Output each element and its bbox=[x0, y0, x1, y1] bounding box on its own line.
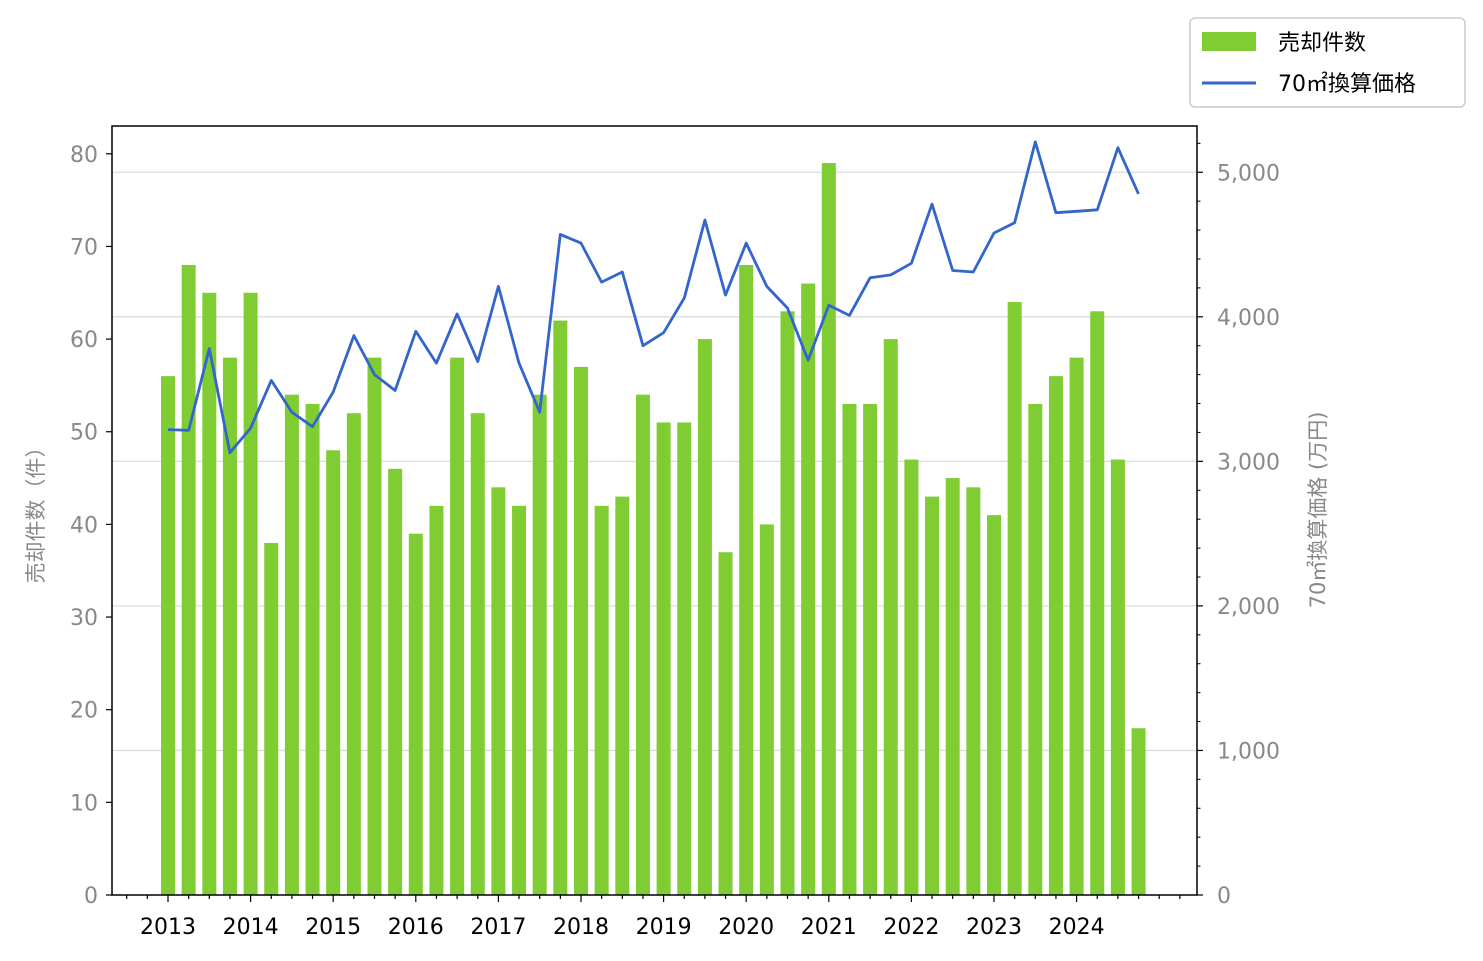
bar bbox=[1131, 728, 1146, 895]
y-left-axis-label: 売却件数（件） bbox=[24, 437, 48, 584]
bar bbox=[1110, 459, 1125, 895]
bar-series bbox=[161, 163, 1146, 896]
y-right-tick-label: 5,000 bbox=[1217, 161, 1280, 186]
bar bbox=[718, 552, 733, 895]
y-left-tick-label: 10 bbox=[70, 791, 98, 816]
bar bbox=[222, 357, 237, 896]
bar bbox=[945, 478, 960, 895]
bar bbox=[1090, 311, 1105, 895]
price-line bbox=[167, 140, 1140, 455]
x-tick-label: 2021 bbox=[801, 915, 857, 940]
y-right-tick-label: 0 bbox=[1217, 884, 1231, 909]
bar bbox=[429, 505, 444, 895]
y-left-tick-label: 60 bbox=[70, 328, 98, 353]
bar bbox=[1069, 357, 1084, 896]
bar bbox=[697, 339, 712, 895]
x-tick-label: 2018 bbox=[553, 915, 609, 940]
bar bbox=[470, 413, 485, 895]
bar bbox=[966, 487, 981, 895]
bar bbox=[181, 264, 196, 895]
line-series bbox=[167, 140, 1140, 455]
bar bbox=[346, 413, 361, 895]
bar bbox=[759, 524, 774, 895]
bar bbox=[635, 394, 650, 895]
bar bbox=[284, 394, 299, 895]
legend: 売却件数 70㎡換算価格 bbox=[1189, 17, 1466, 108]
y-right-tick-label: 3,000 bbox=[1217, 450, 1280, 475]
y-right-axis-label: 70㎡換算価格 (万円) bbox=[1306, 412, 1330, 609]
x-tick-label: 2017 bbox=[470, 915, 526, 940]
y-left-tick-label: 50 bbox=[70, 421, 98, 446]
x-tick-label: 2013 bbox=[140, 915, 196, 940]
bar bbox=[904, 459, 919, 895]
y-left-tick-label: 0 bbox=[84, 884, 98, 909]
legend-bar-label: 売却件数 bbox=[1278, 31, 1366, 56]
bar bbox=[842, 403, 857, 895]
bar bbox=[1048, 376, 1063, 895]
bar bbox=[367, 357, 382, 896]
bar bbox=[801, 283, 816, 896]
x-tick-label: 2019 bbox=[636, 915, 692, 940]
x-tick-label: 2023 bbox=[966, 915, 1022, 940]
bar bbox=[780, 311, 795, 895]
bar bbox=[883, 339, 898, 895]
x-tick-label: 2022 bbox=[883, 915, 939, 940]
x-tick-label: 2014 bbox=[223, 915, 279, 940]
plot-frame bbox=[111, 125, 1198, 896]
bar bbox=[264, 542, 279, 895]
bar bbox=[656, 422, 671, 895]
y-left-tick-label: 30 bbox=[70, 606, 98, 631]
x-tick-label: 2020 bbox=[718, 915, 774, 940]
y-right-tick-label: 4,000 bbox=[1217, 306, 1280, 331]
bar bbox=[491, 487, 506, 895]
bar bbox=[450, 357, 465, 896]
bar bbox=[408, 533, 423, 895]
y-left-tick-label: 70 bbox=[70, 235, 98, 260]
bar bbox=[243, 292, 258, 895]
bar bbox=[739, 264, 754, 895]
bar bbox=[987, 515, 1001, 895]
bar bbox=[305, 403, 320, 895]
y-right-tick-label: 2,000 bbox=[1217, 595, 1280, 620]
bar bbox=[553, 320, 568, 895]
y-left-tick-label: 40 bbox=[70, 513, 98, 538]
bar bbox=[532, 394, 547, 895]
legend-bar-swatch bbox=[1202, 32, 1256, 51]
x-tick-label: 2016 bbox=[388, 915, 444, 940]
bar bbox=[388, 468, 403, 895]
bar bbox=[677, 422, 692, 895]
y-right-tick-label: 1,000 bbox=[1217, 739, 1280, 764]
bar bbox=[512, 505, 527, 895]
axes: 0 10 20 30 40 50 60 70 80 0 1,000 2,000 3,000 4,000 5,… bbox=[70, 143, 1280, 940]
bar bbox=[615, 496, 630, 895]
bar bbox=[326, 450, 341, 895]
bar bbox=[863, 403, 878, 895]
y-left-tick-label: 80 bbox=[70, 143, 98, 168]
y-left-tick-label: 20 bbox=[70, 699, 98, 724]
bar bbox=[925, 496, 940, 895]
legend-line-label: 70㎡換算価格 bbox=[1278, 71, 1416, 97]
bar bbox=[574, 366, 588, 895]
bar bbox=[1028, 403, 1043, 895]
bar bbox=[161, 376, 175, 895]
x-tick-label: 2015 bbox=[305, 915, 361, 940]
legend-box bbox=[1189, 17, 1466, 108]
bar bbox=[1007, 302, 1022, 895]
bar bbox=[594, 505, 609, 895]
bar bbox=[821, 163, 836, 895]
bar bbox=[202, 292, 217, 895]
x-tick-label: 2024 bbox=[1049, 915, 1105, 940]
